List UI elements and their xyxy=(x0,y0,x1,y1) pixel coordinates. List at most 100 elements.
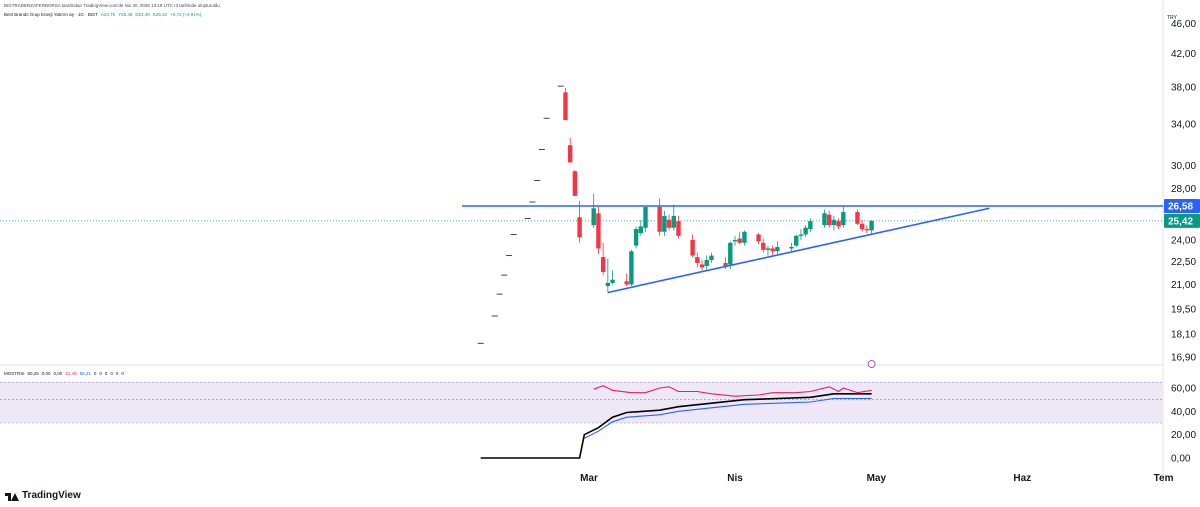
candle-body xyxy=(567,145,573,163)
candle-body xyxy=(737,238,742,243)
candle-body xyxy=(676,221,681,236)
candle-body xyxy=(690,240,695,256)
indicator-value: 0,00 xyxy=(41,371,51,376)
candle xyxy=(864,225,870,234)
candle xyxy=(841,205,846,228)
candle xyxy=(690,234,695,258)
candle-body xyxy=(695,257,700,263)
candle-body xyxy=(633,229,639,246)
candle-body xyxy=(841,212,846,226)
x-tick-label: Haz xyxy=(1013,473,1031,484)
published-info: BIGTRADERZAFERBORSA tarafından TradingVi… xyxy=(4,3,220,8)
candle-body xyxy=(572,171,578,196)
indicator-value: 0 xyxy=(99,371,102,376)
candle-body xyxy=(869,220,874,231)
candle xyxy=(765,245,771,256)
candle xyxy=(794,234,799,248)
indicator-value: 0 xyxy=(93,371,97,376)
candle xyxy=(596,207,601,255)
candle-body xyxy=(709,255,714,261)
indicator-legend: MOSTRSI 50,25 0,00 0,00 51,49 55,21 0 0 … xyxy=(4,371,124,376)
candle xyxy=(859,219,865,232)
candle xyxy=(869,220,874,234)
logo-text: TradingView xyxy=(22,490,81,501)
y-tick-label: 22,50 xyxy=(1171,257,1196,268)
candle xyxy=(591,193,596,228)
candle-body xyxy=(563,92,568,121)
candle-body xyxy=(600,257,606,273)
indicator-value: 51,49 xyxy=(65,371,77,376)
currency-label: TRY xyxy=(1167,15,1177,21)
price-tag-bg xyxy=(1164,199,1200,214)
candle xyxy=(836,218,841,230)
price-tag-label: 25,42 xyxy=(1168,216,1193,227)
x-tick-label: Mar xyxy=(580,473,598,484)
y-tick-label: 42,00 xyxy=(1171,49,1196,60)
candle-body xyxy=(577,217,582,238)
y-tick-label: 38,00 xyxy=(1171,83,1196,94)
candle xyxy=(822,209,827,228)
candle xyxy=(662,210,667,236)
event-marker-icon xyxy=(867,360,876,368)
candle xyxy=(629,249,634,287)
candle-body xyxy=(728,242,733,265)
indicator-name[interactable]: MOSTRSI xyxy=(4,371,25,376)
candle-body xyxy=(855,212,860,224)
indicator-value: 50,25 xyxy=(27,371,39,376)
tradingview-logo: TradingView xyxy=(5,490,81,501)
indicator-value: 0 xyxy=(104,371,108,376)
candle-body xyxy=(822,213,827,226)
candle-body xyxy=(657,207,662,232)
candle-body xyxy=(723,262,728,266)
candle-body xyxy=(662,215,667,232)
candle-body xyxy=(742,231,747,243)
candle xyxy=(756,233,761,245)
candle xyxy=(638,219,644,236)
candle-body xyxy=(770,248,775,252)
candle-body xyxy=(629,251,634,285)
candle xyxy=(643,207,648,232)
candle xyxy=(831,215,837,231)
x-tick-label: Tem xyxy=(1154,473,1174,484)
candle-body xyxy=(756,234,761,242)
candle-body xyxy=(859,223,865,230)
candle xyxy=(732,235,738,246)
candle-body xyxy=(836,221,841,227)
candle-body xyxy=(775,247,780,252)
legend-high: Y25,48 xyxy=(118,12,133,17)
tradingview-logo-icon xyxy=(5,491,19,501)
candle xyxy=(624,273,629,287)
candle-body xyxy=(864,229,870,231)
symbol-name[interactable]: Best Brands Grup Enerji Yatırım aş · 1G … xyxy=(4,12,98,17)
x-tick-label: May xyxy=(867,473,887,484)
candle xyxy=(742,230,747,246)
candle xyxy=(808,218,813,232)
candle xyxy=(775,241,780,255)
candle xyxy=(789,242,794,252)
legend-low: D24,46 xyxy=(135,12,150,17)
candle xyxy=(704,255,709,271)
indicator-value: 55,21 xyxy=(79,371,91,376)
candle-body xyxy=(605,282,611,287)
indicator-y-tick-label: 60,00 xyxy=(1171,384,1196,395)
candle-body xyxy=(794,235,799,246)
candle xyxy=(803,225,808,238)
candle xyxy=(633,226,639,249)
y-tick-label: 34,00 xyxy=(1171,120,1196,131)
indicator-value: 0 xyxy=(115,371,119,376)
price-tag-bg xyxy=(1164,213,1200,228)
candle-body xyxy=(761,242,766,250)
indicator-y-tick-label: 20,00 xyxy=(1171,430,1196,441)
rsi-band xyxy=(0,382,1163,423)
candle xyxy=(855,209,860,226)
candle xyxy=(695,252,700,268)
legend-open: A24,70 xyxy=(100,12,116,17)
candle xyxy=(567,138,573,163)
y-tick-label: 16,90 xyxy=(1171,352,1196,363)
candle-body xyxy=(624,281,629,285)
indicator-y-tick-label: 40,00 xyxy=(1171,407,1196,418)
symbol-legend: Best Brands Grup Enerji Yatırım aş · 1G … xyxy=(4,12,201,17)
y-tick-label: 28,00 xyxy=(1171,184,1196,195)
candle xyxy=(728,241,733,269)
